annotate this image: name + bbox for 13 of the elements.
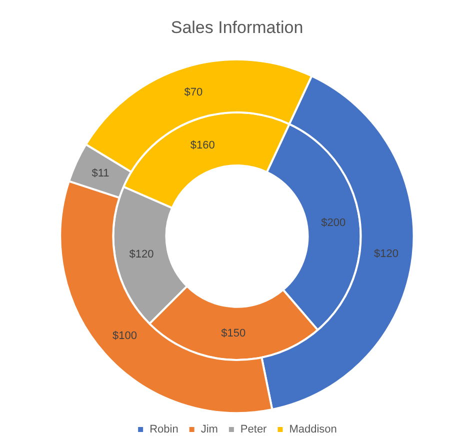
data-label: $120: [374, 248, 398, 260]
data-label: $11: [92, 167, 110, 180]
data-label: $150: [221, 327, 246, 340]
legend-label: Maddison: [289, 424, 337, 436]
data-label: $120: [129, 248, 154, 260]
chart-title: Sales Information: [170, 18, 304, 37]
legend-label: Jim: [200, 424, 218, 436]
legend-label: Peter: [240, 424, 268, 436]
data-label: $70: [184, 86, 203, 98]
data-label: $200: [321, 216, 346, 229]
data-label: $100: [112, 330, 137, 342]
legend-label: Robin: [150, 424, 178, 436]
data-label: $160: [190, 139, 215, 152]
